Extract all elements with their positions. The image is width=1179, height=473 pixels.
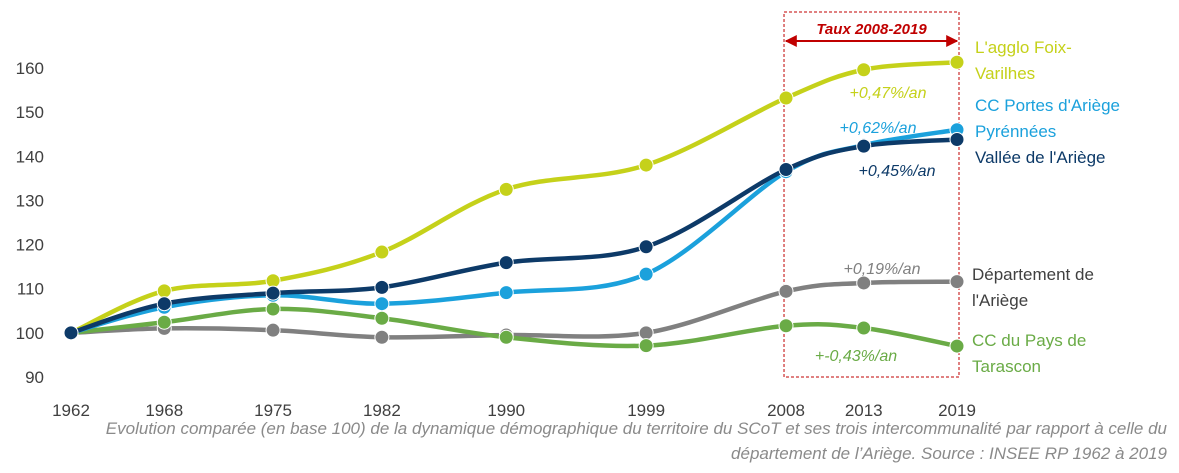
data-point <box>374 244 390 260</box>
caption: Evolution comparée (en base 100) de la d… <box>105 419 1167 463</box>
series-label: Département de l'Ariège <box>972 265 1094 310</box>
data-point <box>374 279 390 295</box>
data-point <box>374 310 390 326</box>
x-tick-label: 1982 <box>363 401 401 420</box>
data-point <box>949 131 965 147</box>
data-point <box>156 314 172 330</box>
y-tick-label: 90 <box>25 368 44 387</box>
data-point <box>856 275 872 291</box>
data-point <box>156 283 172 299</box>
data-point <box>63 325 79 341</box>
series-label: Vallée de l'Ariège <box>975 148 1106 167</box>
data-point <box>265 322 281 338</box>
rate-label: +0,62%/an <box>840 120 917 137</box>
x-tick-label: 2013 <box>845 401 883 420</box>
data-point <box>949 274 965 290</box>
data-point <box>778 162 794 177</box>
y-tick-label: 100 <box>16 324 44 343</box>
data-point <box>778 90 794 106</box>
data-point <box>265 301 281 317</box>
highlight-box <box>783 11 960 378</box>
data-point <box>156 296 172 312</box>
y-tick-label: 160 <box>16 59 44 78</box>
rate-label: +0,19%/an <box>844 261 921 278</box>
x-tick-label: 1999 <box>627 401 665 420</box>
data-point <box>374 296 390 312</box>
data-point <box>778 283 794 299</box>
series-line <box>70 137 958 335</box>
data-point <box>856 320 872 336</box>
y-tick-label: 110 <box>17 280 44 299</box>
data-point <box>949 338 965 354</box>
x-tick-label: 2019 <box>938 401 976 420</box>
data-point <box>638 338 654 354</box>
data-point <box>638 325 654 341</box>
data-point <box>498 255 514 271</box>
x-tick-label: 1968 <box>145 401 183 420</box>
data-point <box>638 157 654 173</box>
data-point <box>638 266 654 282</box>
x-tick-label: 2008 <box>767 401 805 420</box>
data-point <box>949 54 965 70</box>
y-tick-label: 120 <box>16 236 44 255</box>
data-point <box>638 239 654 255</box>
series-label: L'agglo Foix-Varilhes <box>975 38 1072 83</box>
y-tick-label: 140 <box>16 147 44 166</box>
series-line <box>70 127 958 335</box>
x-tick-label: 1975 <box>254 401 292 420</box>
data-point <box>374 329 390 345</box>
data-point <box>498 285 514 301</box>
series-label: CC du Pays de Tarascon <box>972 331 1087 376</box>
x-tick-label: 1990 <box>487 401 525 420</box>
data-point <box>498 181 514 197</box>
highlight-label: Taux 2008-2019 <box>816 21 927 38</box>
x-tick-label: 1962 <box>52 401 90 420</box>
rate-label: +0,47%/an <box>850 85 927 102</box>
rate-label: +-0,43%/an <box>815 348 897 365</box>
data-point <box>498 329 514 345</box>
data-point <box>265 285 281 301</box>
data-point <box>778 318 794 334</box>
y-tick-label: 130 <box>16 191 44 210</box>
series-label: CC Portes d'Ariège Pyrénnées <box>975 96 1120 141</box>
y-tick-label: 150 <box>16 103 44 122</box>
data-point <box>856 138 872 154</box>
rate-label: +0,45%/an <box>859 163 936 180</box>
data-point <box>856 62 872 78</box>
